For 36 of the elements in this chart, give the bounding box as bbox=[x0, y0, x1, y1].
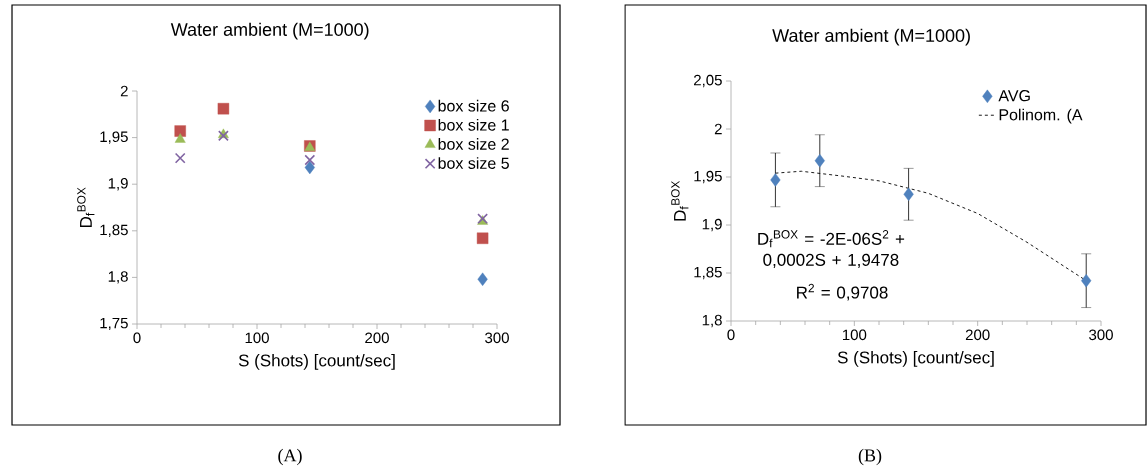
legend-label: Polinom. (A bbox=[999, 108, 1083, 124]
x-axis-title: S (Shots) [count/sec] bbox=[238, 354, 395, 370]
x-tick-label: 300 bbox=[485, 332, 509, 344]
x-tick-label: 0 bbox=[727, 329, 735, 341]
legend-label: box size 2 bbox=[438, 138, 509, 150]
y-tick-label: 1,8 bbox=[702, 314, 722, 328]
x-tick-label: 0 bbox=[133, 332, 141, 344]
annotation: D$_{f}$$^{BOX}$ = -2E-06S$^{2}$ + 0,0002S + 1,9478 bbox=[758, 230, 905, 268]
y-tick-label: 1,9 bbox=[702, 218, 722, 232]
chart-title: Water ambient (M=1000) bbox=[772, 28, 970, 46]
y-tick-label: 1,85 bbox=[100, 224, 128, 237]
text: (B) bbox=[858, 448, 882, 466]
y-tick-label: 2 bbox=[714, 123, 722, 135]
y-tick-label: 1,95 bbox=[100, 131, 128, 144]
y-tick-label: 1,85 bbox=[694, 266, 722, 280]
text: (A) bbox=[278, 448, 302, 466]
legend-label: AVG bbox=[998, 90, 1030, 102]
legend-label: box size 5 bbox=[438, 157, 509, 169]
annotation: R$^{2}$ = 0,9708 bbox=[797, 283, 888, 301]
x-tick-label: 100 bbox=[245, 332, 269, 344]
x-axis-title: S (Shots) [count/sec] bbox=[837, 351, 994, 367]
y-axis-title: D$_{f}$BOX bbox=[671, 180, 689, 221]
y-tick-label: 2,05 bbox=[694, 74, 722, 88]
y-tick-label: 1,75 bbox=[100, 317, 128, 331]
y-tick-label: 1,9 bbox=[108, 178, 128, 191]
x-tick-label: 100 bbox=[842, 329, 867, 341]
x-tick-label: 300 bbox=[1089, 329, 1113, 341]
legend-label: box size 6 bbox=[438, 99, 509, 112]
x-tick-label: 200 bbox=[365, 332, 389, 344]
chart-title: Water ambient (M=1000) bbox=[170, 22, 369, 40]
legend-label: box size 1 bbox=[438, 118, 509, 131]
y-tick-label: 2 bbox=[120, 85, 128, 97]
x-tick-label: 200 bbox=[965, 329, 990, 341]
y-tick-label: 1,8 bbox=[108, 271, 128, 284]
y-axis-title: D$_{f}$BOX bbox=[77, 187, 95, 227]
y-tick-label: 1,95 bbox=[694, 170, 722, 184]
